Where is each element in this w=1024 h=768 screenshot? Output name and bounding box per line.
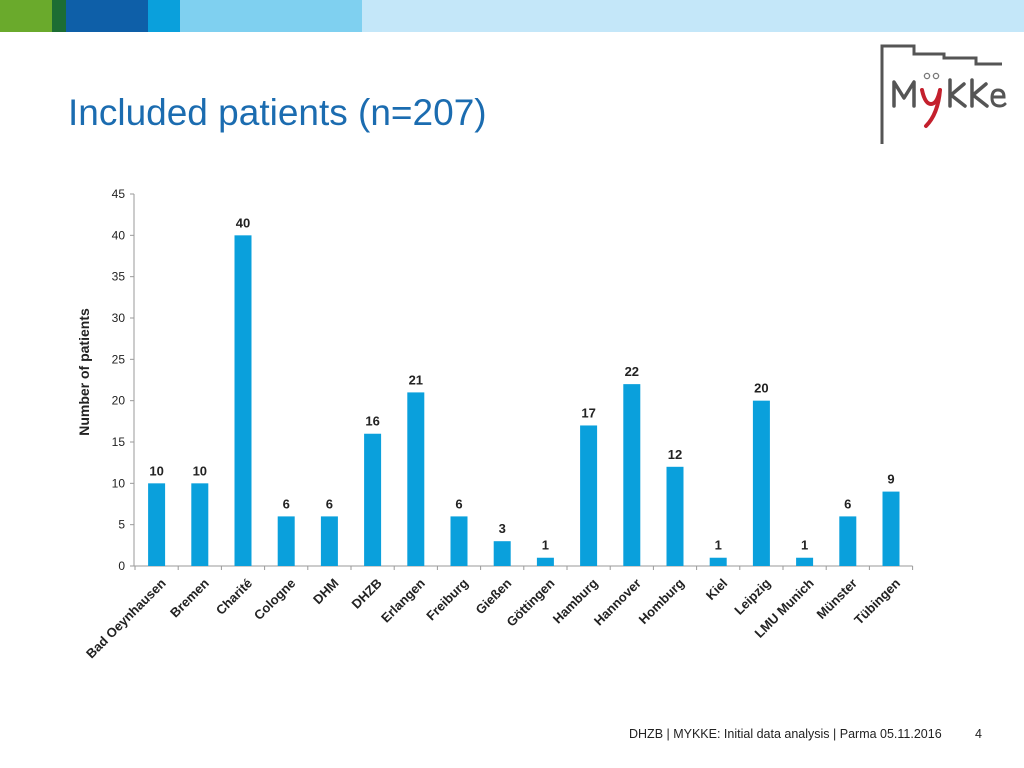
x-tick-label: DHM (310, 576, 342, 608)
y-tick-label: 0 (118, 559, 125, 573)
y-tick-label: 5 (118, 518, 125, 532)
data-label: 20 (754, 381, 768, 396)
bar (839, 516, 857, 566)
y-axis-title: Number of patients (76, 308, 92, 436)
topbar-segment-darkgreen (52, 0, 66, 32)
y-tick-label: 15 (112, 435, 126, 449)
bar (191, 483, 209, 566)
bar (882, 491, 900, 566)
x-tick-label: Erlangen (378, 575, 428, 625)
data-label: 16 (365, 414, 379, 429)
y-tick-label: 20 (112, 394, 126, 408)
topbar-segment-blue (148, 0, 180, 32)
y-tick-label: 25 (112, 352, 126, 366)
bar (148, 483, 166, 566)
x-tick-label: Hannover (591, 576, 644, 629)
bar (796, 557, 814, 566)
data-label: 22 (625, 364, 639, 379)
x-tick-label: Bad Oeynhausen (83, 575, 169, 661)
bar (666, 466, 684, 566)
bar (277, 516, 295, 566)
bar (752, 400, 770, 566)
x-tick-label: Tübingen (851, 575, 903, 627)
x-tick-label: Kiel (703, 576, 730, 603)
topbar-segment-green (0, 0, 52, 32)
x-tick-label: Homburg (636, 575, 687, 626)
bar (407, 392, 425, 566)
bar (450, 516, 468, 566)
data-label: 9 (887, 472, 894, 487)
data-label: 1 (542, 538, 549, 553)
data-label: 3 (499, 521, 506, 536)
x-tick-label: Cologne (251, 576, 298, 623)
x-tick-label: Leipzig (731, 575, 773, 617)
x-tick-label: Charité (213, 576, 255, 618)
bar (536, 557, 554, 566)
y-tick-label: 45 (112, 187, 126, 201)
y-tick-label: 40 (112, 228, 126, 242)
data-label: 6 (455, 496, 462, 511)
data-label: 40 (236, 215, 250, 230)
data-label: 17 (581, 405, 595, 420)
topbar-segment-paleblue (362, 0, 1024, 32)
x-tick-label: Freiburg (423, 575, 471, 623)
data-label: 10 (193, 463, 207, 478)
data-label: 10 (149, 463, 163, 478)
page-number: 4 (975, 727, 982, 741)
bar (623, 384, 641, 566)
slide-title: Included patients (n=207) (68, 92, 487, 133)
footer-text: DHZB | MYKKE: Initial data analysis | Pa… (629, 727, 942, 741)
data-label: 12 (668, 447, 682, 462)
x-tick-label: Bremen (167, 575, 212, 620)
bar (580, 425, 598, 566)
data-label: 1 (715, 538, 722, 553)
bar (364, 433, 382, 566)
data-label: 6 (326, 496, 333, 511)
bar (320, 516, 338, 566)
x-tick-label: Gießen (473, 575, 515, 617)
y-tick-label: 30 (112, 311, 126, 325)
data-label: 6 (283, 496, 290, 511)
y-tick-label: 10 (112, 476, 126, 490)
topbar-segment-lightblue (180, 0, 362, 32)
x-tick-label: DHZB (349, 576, 385, 612)
data-label: 21 (409, 372, 423, 387)
bar (709, 557, 727, 566)
bar (493, 541, 511, 566)
data-label: 1 (801, 538, 808, 553)
mykke-logo (880, 44, 1007, 144)
y-tick-label: 35 (112, 270, 126, 284)
data-label: 6 (844, 496, 851, 511)
top-color-bar (0, 0, 1024, 32)
topbar-segment-darkblue (66, 0, 148, 32)
bar (234, 235, 252, 567)
